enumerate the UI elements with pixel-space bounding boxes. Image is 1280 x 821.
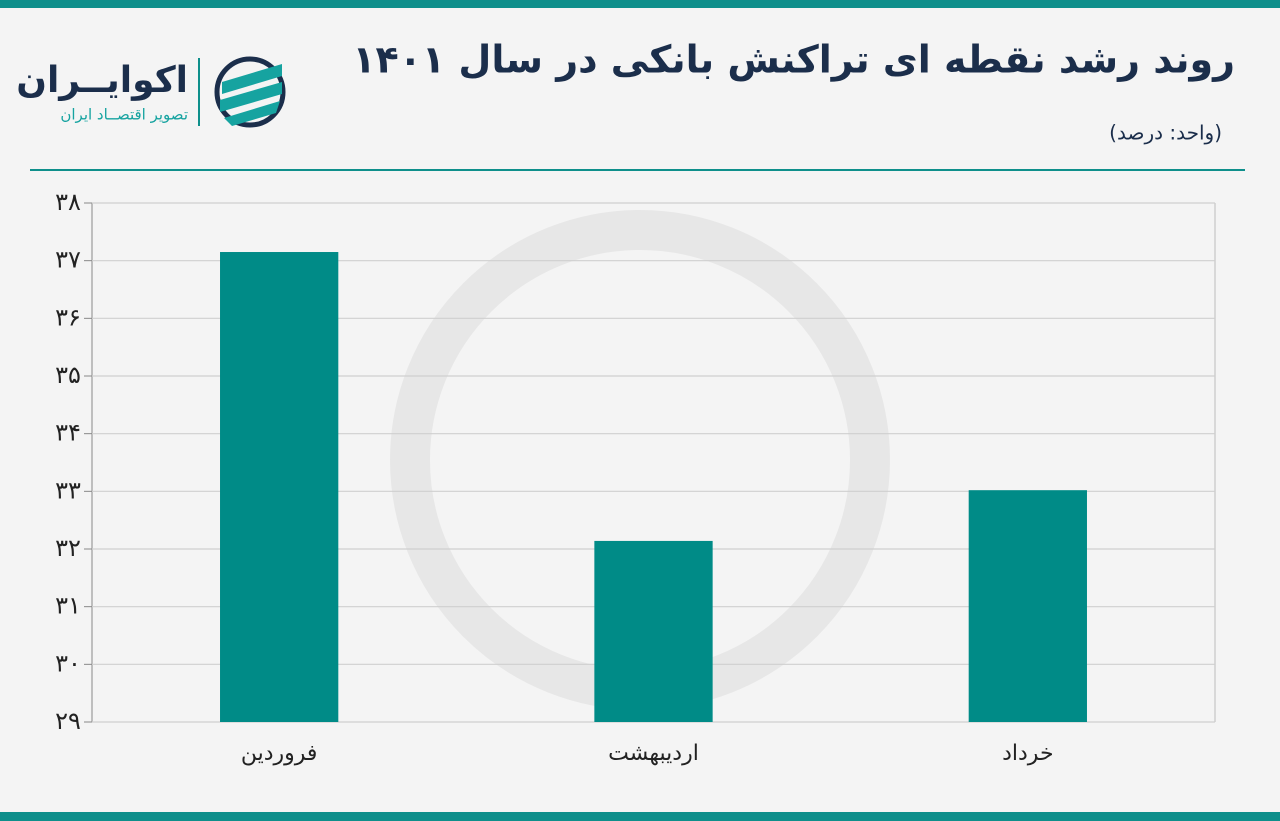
y-tick-label: ۳۲ [55,534,81,562]
bar [594,540,713,722]
y-tick-label: ۳۷ [55,246,81,274]
x-tick-label: خرداد [1002,741,1053,766]
y-tick-label: ۳۱ [55,592,81,620]
logo-tagline: تصویر اقتصــاد ایران [60,106,188,124]
x-tick-label: فروردین [241,741,318,766]
bar [968,490,1087,722]
y-tick-label: ۳۶ [55,303,81,331]
y-tick-label: ۳۵ [55,361,81,389]
bottom-band [0,812,1280,821]
y-tick-label: ۲۹ [55,707,81,735]
logo-icon [214,56,286,128]
y-tick-label: ۳۳ [55,476,81,504]
chart-subtitle: (واحد: درصد) [1109,121,1222,145]
logo-name: اکوایــران [16,60,188,101]
y-tick-label: ۳۴ [55,419,81,447]
top-band [0,0,1280,8]
chart-title: روند رشد نقطه ای تراکنش بانکی در سال ۱۴۰… [352,38,1235,83]
x-tick-label: اردیبهشت [608,741,699,766]
y-tick-label: ۳۸ [55,188,81,216]
y-tick-label: ۳۰ [55,649,81,677]
bar [220,252,339,722]
